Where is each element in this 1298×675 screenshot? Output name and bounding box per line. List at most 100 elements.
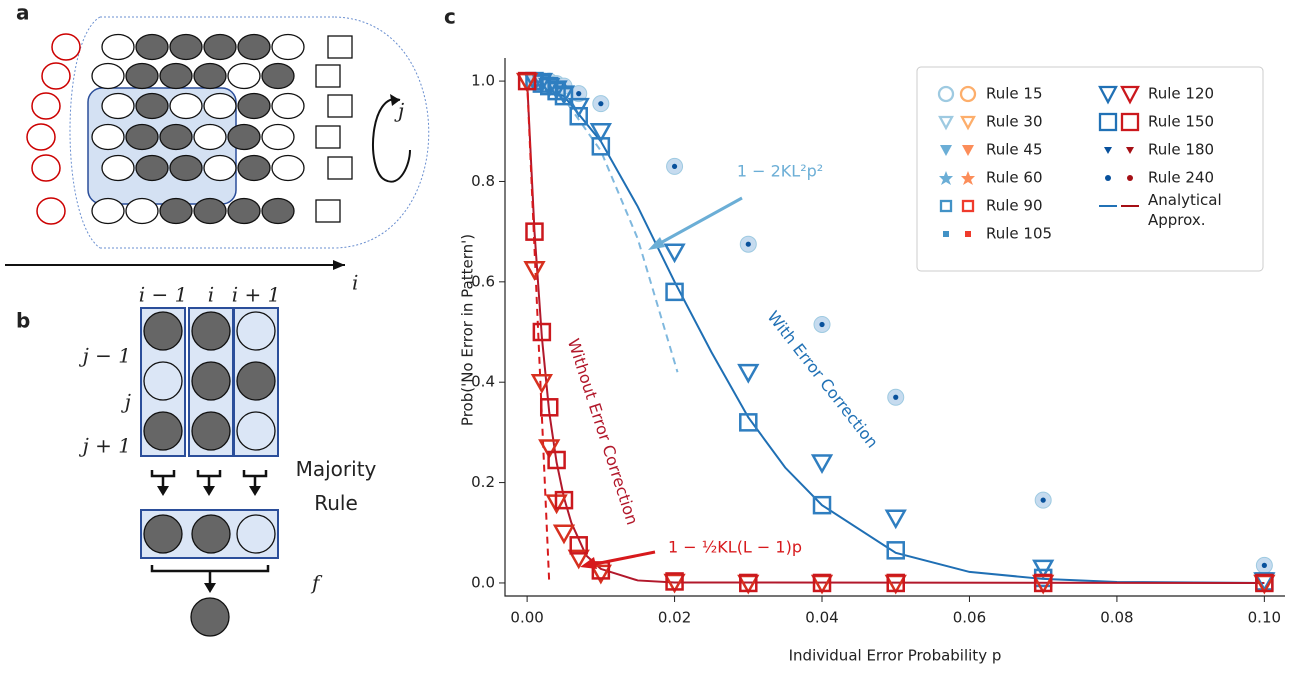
square-marker [532, 322, 552, 342]
cell [135, 92, 169, 120]
dot-marker [739, 235, 757, 253]
cell [169, 92, 203, 120]
cell [203, 92, 237, 120]
annotation: Without Error Correction [564, 336, 642, 527]
dot-marker [666, 157, 684, 175]
dot-core [893, 394, 899, 400]
annotation: 1 − ½KL(L − 1)p [668, 538, 802, 557]
triangle-marker [810, 574, 834, 595]
triangle-marker [530, 72, 553, 93]
square-marker [547, 450, 566, 470]
dot-marker [887, 388, 905, 406]
cell [91, 123, 125, 151]
function-label: f [310, 571, 323, 595]
legend-marker [943, 231, 949, 237]
row-label: j − 1 [79, 344, 131, 368]
dot-core [1040, 497, 1046, 503]
panel-label: b [16, 309, 30, 333]
cell [261, 62, 295, 90]
column-label: i + 1 [232, 283, 281, 307]
triangle-marker [737, 363, 760, 384]
legend-marker [937, 85, 955, 103]
triangle-marker [538, 439, 561, 459]
cell [261, 197, 295, 225]
legend-marker [1127, 175, 1133, 181]
triangle-marker [567, 549, 590, 570]
legend-marker [939, 199, 953, 213]
boundary-cell [51, 33, 81, 61]
y-axis-label: Prob('No Error in Pattern') [459, 234, 477, 426]
legend: Rule 15 Rule 30 Rule 45 Rule 60 Rule 90 Rule … [916, 66, 1264, 272]
dot-marker [1034, 491, 1052, 509]
triangle-marker [523, 261, 546, 281]
panel-label: a [16, 1, 30, 25]
legend-marker [961, 199, 975, 213]
boundary-cell [41, 62, 71, 90]
triangle-marker [1032, 559, 1055, 580]
y-tick-label: 0.8 [471, 172, 495, 190]
legend-label: Rule 240 [1148, 169, 1214, 187]
boundary-cell [26, 123, 56, 151]
legend-marker [960, 115, 976, 131]
square-marker [569, 536, 588, 555]
square-marker [554, 490, 574, 510]
cell [191, 361, 231, 401]
triangle-marker [552, 85, 576, 106]
square-marker [1033, 573, 1053, 593]
cell [193, 197, 227, 225]
square-marker [569, 106, 588, 126]
output-cell [327, 156, 353, 180]
legend-label: Rule 150 [1148, 113, 1214, 131]
legend-marker [1120, 85, 1140, 105]
triangle-marker [552, 524, 576, 545]
legend-marker [938, 115, 954, 131]
legend-marker [962, 145, 974, 156]
annotation-arrow [589, 550, 656, 567]
legend-marker [959, 85, 977, 103]
dot-core [819, 321, 825, 328]
cylinder-edge [334, 16, 430, 249]
square-marker [665, 282, 684, 302]
x-tick-label: 0.04 [805, 609, 838, 627]
bracket [150, 470, 270, 585]
legend-marker [939, 171, 953, 185]
annotation: 1 − 2KL²p² [737, 162, 823, 181]
cell [143, 311, 183, 351]
triangle-marker [538, 77, 561, 98]
y-tick-label: 0.0 [471, 573, 495, 591]
square-marker [1255, 573, 1274, 593]
arrowhead [333, 260, 345, 270]
cell [159, 62, 193, 90]
cell [191, 311, 231, 351]
legend-label: Rule 15 [986, 85, 1043, 103]
x-tick-label: 0.08 [1100, 609, 1133, 627]
square-marker [812, 495, 832, 515]
cell [227, 62, 261, 90]
cell [236, 311, 276, 351]
x-tick-label: 0.02 [658, 609, 691, 627]
legend-marker [1098, 112, 1118, 132]
cell [169, 33, 203, 61]
cell [191, 411, 231, 451]
legend-label: Rule 120 [1148, 85, 1214, 103]
cell [237, 92, 271, 120]
cell [227, 123, 261, 151]
dot-core [1261, 562, 1267, 568]
y-tick-label: 1.0 [471, 72, 495, 90]
legend-marker [1104, 147, 1112, 154]
annotation-arrow [654, 196, 743, 248]
triangle-marker [589, 123, 612, 143]
cell [237, 154, 271, 182]
cell [143, 361, 183, 401]
axis-label: i [352, 271, 358, 295]
y-tick-label: 0.2 [471, 473, 495, 491]
square-marker [739, 573, 758, 593]
square-marker [665, 572, 684, 591]
dot-marker [1255, 556, 1273, 574]
square-marker [886, 573, 905, 593]
square-marker [812, 573, 832, 593]
cell [236, 514, 276, 554]
triangle-marker [810, 454, 834, 475]
legend-label: Rule 30 [986, 113, 1043, 131]
